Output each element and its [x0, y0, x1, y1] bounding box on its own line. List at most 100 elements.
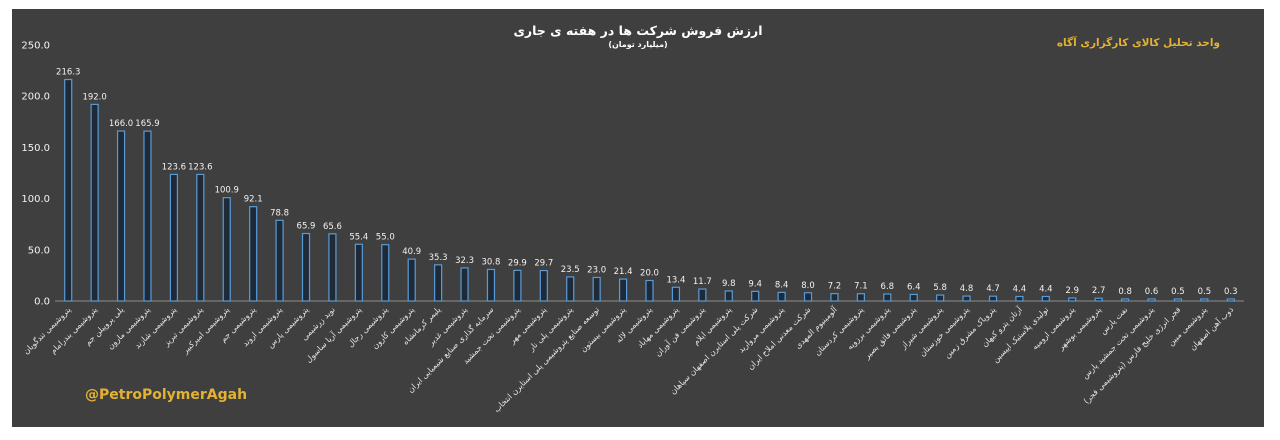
chart-title: ارزش فروش شرکت ها در هفته ی جاری	[513, 23, 763, 38]
y-tick-label: 100.0	[21, 194, 50, 205]
bar	[381, 244, 390, 302]
data-label: 0.3	[1224, 287, 1238, 297]
bar	[539, 269, 548, 302]
chart-panel: ارزش فروش شرکت ها در هفته ی جاری (میلیار…	[12, 9, 1264, 427]
data-label: 166.0	[109, 119, 133, 129]
data-label: 9.8	[722, 279, 736, 289]
bar	[883, 293, 892, 302]
data-label: 65.6	[323, 222, 342, 232]
bar	[196, 173, 205, 302]
data-label: 9.4	[748, 279, 762, 289]
data-label: 4.8	[960, 284, 974, 294]
data-label: 23.5	[561, 265, 580, 275]
bar	[143, 130, 152, 302]
bar	[592, 276, 601, 302]
data-label: 192.0	[82, 92, 106, 102]
bar	[1041, 295, 1050, 302]
data-label: 123.6	[188, 162, 212, 172]
data-label: 0.5	[1198, 287, 1212, 297]
bar	[777, 291, 786, 302]
chart-subtitle: (میلیارد تومان)	[608, 40, 668, 49]
bar	[328, 233, 337, 302]
bar	[1094, 297, 1103, 302]
data-label: 4.4	[1039, 284, 1053, 294]
data-label: 7.1	[854, 282, 868, 292]
data-label: 4.7	[986, 284, 1000, 294]
data-label: 6.4	[907, 282, 921, 292]
bar	[751, 290, 760, 302]
y-tick-label: 200.0	[21, 92, 50, 103]
data-label: 8.4	[775, 280, 789, 290]
bar	[671, 286, 681, 302]
data-label: 7.2	[828, 282, 842, 292]
data-label: 78.8	[270, 208, 289, 218]
data-label: 0.6	[1145, 287, 1159, 297]
data-label: 165.9	[135, 119, 159, 129]
bar	[698, 288, 707, 302]
data-label: 5.8	[933, 283, 947, 293]
data-label: 123.6	[162, 162, 186, 172]
bar	[566, 276, 575, 302]
bar	[803, 292, 813, 302]
bar	[513, 269, 522, 302]
data-label: 2.7	[1092, 286, 1106, 296]
data-label: 216.3	[56, 68, 80, 78]
bar	[249, 206, 258, 302]
bar	[1068, 297, 1077, 302]
data-label: 100.9	[215, 186, 239, 196]
data-label: 35.3	[429, 253, 448, 263]
data-label: 13.4	[666, 275, 685, 285]
bar	[222, 197, 231, 302]
data-label: 29.9	[508, 258, 527, 268]
y-tick-label: 250.0	[21, 41, 50, 52]
x-tick-label: پتروشیمی مروارید	[737, 305, 786, 354]
data-label: 0.8	[1118, 287, 1132, 297]
x-tick-label: پتروشیمی بندرامام	[49, 305, 100, 356]
data-label: 21.4	[614, 267, 633, 277]
bar	[962, 295, 971, 302]
data-label: 20.0	[640, 269, 659, 279]
data-label: 0.5	[1171, 287, 1185, 297]
bar	[1226, 298, 1235, 302]
bar	[830, 293, 839, 302]
bar	[988, 295, 998, 302]
bar	[116, 130, 126, 302]
data-label: 6.8	[881, 282, 895, 292]
bar-chart: 0.0 50.0 100.0 150.0 200.0 250.0 216.3 پتروشیمی…	[21, 41, 1244, 414]
bar	[1120, 298, 1130, 302]
data-label: 2.9	[1065, 286, 1079, 296]
bar	[724, 290, 733, 302]
bar	[936, 294, 945, 302]
y-tick-label: 50.0	[28, 245, 50, 256]
bar	[618, 278, 628, 302]
watermark-handle: @PetroPolymerAgah	[85, 387, 248, 403]
x-tick-label: ذوب آهن اصفهان	[1187, 304, 1235, 352]
bar	[434, 264, 443, 302]
data-label: 32.3	[455, 256, 474, 266]
bar	[1147, 298, 1156, 302]
bar	[1173, 298, 1183, 302]
x-tick-label: پتروشیمی تندگویان	[21, 304, 73, 356]
data-label: 30.8	[481, 257, 500, 267]
bar	[90, 103, 99, 302]
x-tick-label: پتروشیمی بیستون	[579, 305, 628, 354]
bar	[407, 258, 416, 302]
data-label: 65.9	[297, 222, 316, 232]
bar	[354, 243, 363, 302]
bar	[856, 293, 865, 302]
source-label: واحد تحلیل کالای کارگزاری آگاه	[1056, 37, 1220, 49]
data-label: 11.7	[693, 277, 712, 287]
bar	[64, 78, 73, 302]
data-label: 29.7	[534, 259, 553, 269]
data-label: 23.0	[587, 265, 606, 275]
bar	[909, 293, 918, 302]
y-tick-label: 0.0	[34, 297, 50, 308]
bar	[460, 267, 469, 302]
x-tick-label: پتروشیمی فن آوران	[653, 304, 707, 358]
data-label: 40.9	[402, 247, 421, 257]
bar	[169, 173, 178, 302]
data-label: 55.4	[349, 232, 368, 242]
x-tick-label: پتروشیمی خوزستان	[918, 305, 971, 358]
bar	[275, 219, 284, 302]
y-tick-label: 150.0	[21, 143, 50, 154]
